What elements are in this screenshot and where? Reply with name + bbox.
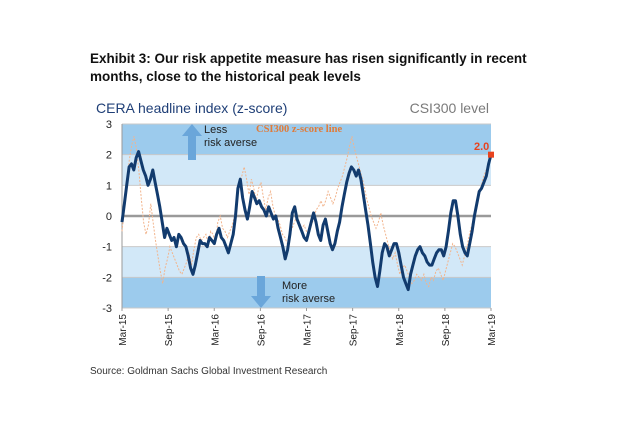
band-4 [122,246,491,278]
right-axis-title: CSI300 level [410,100,489,116]
y-tick-label: 2 [106,150,112,162]
y-tick-label: 1 [106,180,112,192]
y-tick-label: -3 [102,303,112,315]
y-tick-label: -1 [102,242,112,254]
source-note: Source: Goldman Sachs Global Investment … [90,366,328,377]
y-tick-label: 3 [106,119,112,131]
x-tick-label: Mar-19 [487,314,498,346]
less-label: Less [204,124,228,136]
x-axis-ticks: Mar-15 Sep-15 Mar-16 Sep-16 Mar-17 Sep-17 Mar-… [118,308,498,346]
csi300-series-tag: CSI300 z-score line [256,124,342,135]
series-csi300-line [121,136,492,288]
y-tick-label: 0 [106,211,112,223]
latest-value-marker [488,151,494,158]
less-label-line2: risk averse [204,137,257,149]
exhibit-title: Exhibit 3: Our risk appetite measure has… [90,51,527,84]
y-tick-label: -2 [102,272,112,284]
band-1 [122,154,491,186]
x-tick-label: Mar-18 [395,314,406,346]
down-arrow-icon [251,276,271,308]
band-0 [122,124,491,155]
x-tick-label: Mar-17 [303,314,314,346]
x-tick-label: Mar-15 [118,314,129,346]
x-tick-label: Sep-16 [256,314,267,347]
less-risk-averse-annotation: Less risk averse [182,124,257,160]
latest-value-callout: 2.0 [474,141,489,153]
x-tick-label: Sep-18 [441,314,452,347]
y-axis-ticks: 3 2 1 0 -1 -2 -3 [102,119,112,315]
x-tick-label: Mar-16 [210,314,221,346]
more-risk-averse-annotation: More risk averse [251,276,335,308]
more-label-line2: risk averse [282,293,335,305]
more-label: More [282,280,307,292]
x-tick-label: Sep-17 [349,314,360,347]
series-cera-index-line [120,150,493,292]
band-2 [122,185,491,216]
left-axis-title: CERA headline index (z-score) [96,100,287,116]
up-arrow-icon [182,124,202,160]
x-tick-label: Sep-15 [164,314,175,347]
